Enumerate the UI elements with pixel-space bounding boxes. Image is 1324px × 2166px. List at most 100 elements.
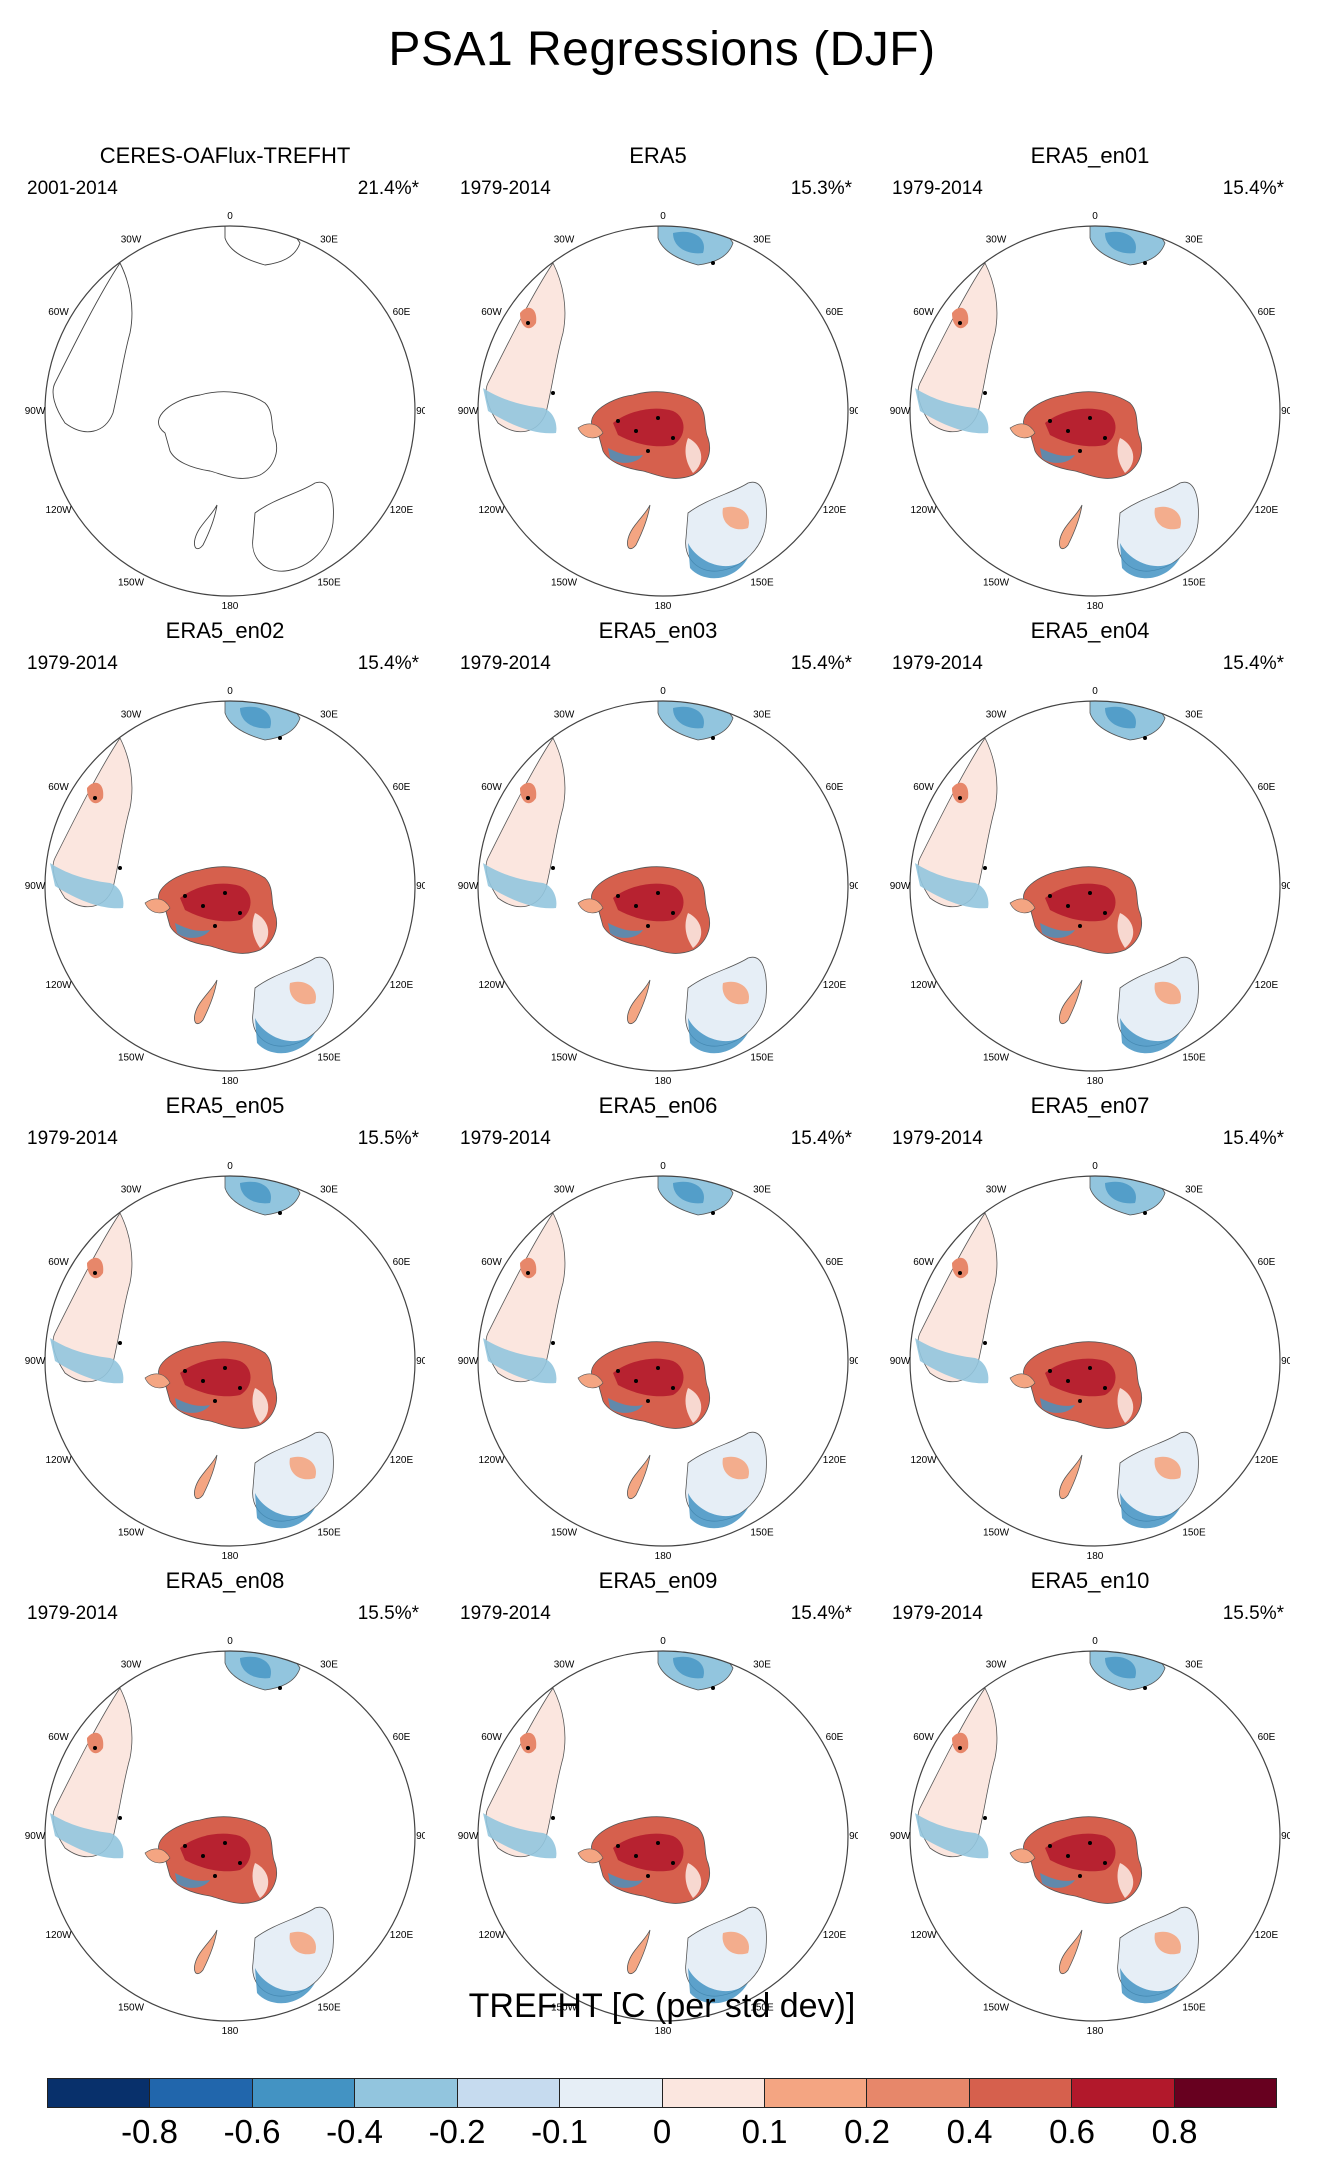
longitude-label: 30W (986, 710, 1007, 721)
longitude-label: 0 (660, 686, 666, 697)
longitude-label: 90E (416, 881, 425, 892)
longitude-label: 120E (390, 505, 414, 516)
map-boundary-circle (44, 225, 416, 597)
colorbar-swatch (1174, 2079, 1277, 2107)
significance-dot (1143, 1686, 1147, 1690)
significance-dot (958, 796, 962, 800)
longitude-label: 180 (222, 1076, 239, 1087)
polar-map: 0 30E 60E 90E 120E 150E 180 150W 120W 90W 60W 30W (890, 1161, 1290, 1562)
longitude-label: 0 (660, 1636, 666, 1647)
longitude-label: 120E (1255, 980, 1279, 991)
map-boundary-circle (909, 225, 1281, 597)
longitude-label: 120W (478, 1930, 505, 1941)
longitude-label: 90E (1281, 1356, 1290, 1367)
longitude-label: 150W (983, 577, 1010, 588)
polar-map: 0 30E 60E 90E 120E 150E 180 150W 120W 90W 60W 30W (458, 1161, 858, 1562)
significance-dot (1088, 416, 1092, 420)
significance-dot (983, 866, 987, 870)
map-panel: ERA5_en08 1979-2014 15.5%* 0 30E 60E 90E 120E 15… (25, 1568, 425, 2108)
longitude-label: 150W (118, 1527, 145, 1538)
longitude-label: 90E (416, 406, 425, 417)
longitude-label: 60W (48, 307, 69, 318)
significance-dot (1143, 261, 1147, 265)
colorbar-swatch (48, 2079, 151, 2107)
map-boundary-circle (44, 1650, 416, 2022)
panel-title: ERA5_en04 (1030, 618, 1150, 643)
colorbar-swatch (764, 2079, 868, 2107)
longitude-label: 30E (320, 710, 338, 721)
longitude-label: 60W (481, 1732, 502, 1743)
longitude-label: 150W (983, 2002, 1010, 2013)
longitude-label: 120W (910, 505, 937, 516)
map-panel: ERA5_en05 1979-2014 15.5%* 0 30E 60E 90E 120E 15… (25, 1093, 425, 1633)
significance-dot (1078, 1399, 1082, 1403)
map-content (915, 226, 1199, 579)
longitude-label: 60W (48, 1257, 69, 1268)
longitude-label: 30E (753, 235, 771, 246)
significance-dot (711, 1686, 715, 1690)
significance-dot (616, 1369, 620, 1373)
map-boundary-circle (477, 1175, 849, 1547)
longitude-label: 0 (227, 1161, 233, 1172)
significance-dot (526, 1746, 530, 1750)
colorbar-tick-label: 0.4 (946, 2113, 993, 2150)
map-content (915, 1176, 1199, 1529)
significance-dot (1048, 1369, 1052, 1373)
longitude-label: 90W (458, 406, 479, 417)
longitude-label: 90E (416, 1831, 425, 1842)
longitude-label: 90E (1281, 1831, 1290, 1842)
longitude-label: 90E (1281, 881, 1290, 892)
longitude-label: 30E (1185, 1185, 1203, 1196)
longitude-label: 180 (222, 601, 239, 612)
panel-title: ERA5_en01 (1030, 143, 1150, 168)
longitude-label: 90W (458, 881, 479, 892)
significance-dot (201, 1379, 205, 1383)
significance-dot (201, 1854, 205, 1858)
significance-dot (526, 796, 530, 800)
longitude-label: 180 (655, 1076, 672, 1087)
significance-dot (238, 1386, 242, 1390)
longitude-label: 120E (390, 980, 414, 991)
significance-dot (551, 1816, 555, 1820)
longitude-label: 90E (416, 1356, 425, 1367)
panel-variance-pct: 15.5%* (357, 1603, 419, 1624)
figure-title: PSA1 Regressions (DJF) (388, 23, 936, 76)
significance-dot (958, 321, 962, 325)
longitude-label: 150W (551, 2002, 578, 2013)
significance-dot (118, 1816, 122, 1820)
significance-dot (238, 911, 242, 915)
longitude-label: 60E (393, 782, 411, 793)
map-panel: ERA5_en03 1979-2014 15.4%* 0 30E 60E 90E 120E 15… (458, 618, 858, 1158)
significance-dot (1078, 924, 1082, 928)
panel-variance-pct: 15.4%* (790, 1128, 852, 1149)
map-panel: ERA5_en10 1979-2014 15.5%* 0 30E 60E 90E 120E 15… (890, 1568, 1290, 2108)
significance-dot (634, 1854, 638, 1858)
panel-years: 1979-2014 (460, 1603, 551, 1624)
panel-title: ERA5_en10 (1030, 1568, 1150, 1593)
significance-dot (711, 736, 715, 740)
panel-title: ERA5_en09 (598, 1568, 718, 1593)
longitude-label: 30W (554, 710, 575, 721)
longitude-label: 60E (826, 307, 844, 318)
longitude-label: 90E (849, 1356, 858, 1367)
longitude-label: 30W (986, 1660, 1007, 1671)
longitude-label: 180 (222, 2026, 239, 2037)
longitude-label: 90E (1281, 406, 1290, 417)
significance-dot (616, 894, 620, 898)
longitude-label: 180 (222, 1551, 239, 1562)
panel-title: ERA5 (629, 143, 687, 168)
colorbar-tick-label: 0.2 (844, 2113, 890, 2150)
colorbar-tick-label: 0.6 (1049, 2113, 1095, 2150)
significance-dot (526, 321, 530, 325)
south-america-shape (917, 737, 998, 907)
south-america-shape (485, 1687, 566, 1857)
significance-dot (1048, 419, 1052, 423)
colorbar-swatch (969, 2079, 1073, 2107)
significance-dot (183, 1844, 187, 1848)
panel-variance-pct: 15.5%* (357, 1128, 419, 1149)
significance-dot (671, 911, 675, 915)
map-content (50, 1176, 334, 1529)
significance-dot (1088, 1841, 1092, 1845)
south-america-shape (52, 1212, 133, 1382)
longitude-label: 60W (913, 1732, 934, 1743)
